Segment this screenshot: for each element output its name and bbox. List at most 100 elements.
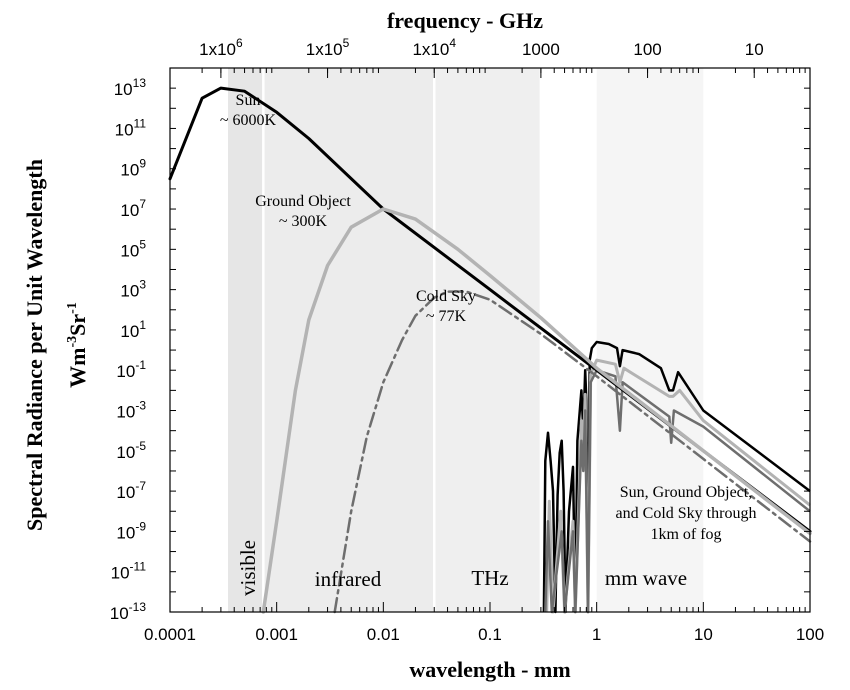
y-tick-label: 10-11 [111,560,147,583]
series-label-line: Ground Object [255,193,351,210]
freq-tick-label: 1000 [522,40,560,59]
y-tick-base: 10 [111,564,130,583]
freq-tick-label: 100 [633,40,661,59]
series-label-line: Sun [236,92,261,109]
y-tick-exponent: -11 [130,560,147,574]
y-tick-label: 1011 [115,116,147,139]
y-tick-exponent: 7 [139,197,146,211]
y-tick-base: 10 [120,282,139,301]
y-tick-label: 10-7 [116,479,146,502]
freq-tick-base: 1000 [522,40,560,59]
series-line-2 [333,290,812,614]
y-tick-base: 10 [116,443,135,462]
band-shading-layer [228,68,704,612]
x-axis: 0.0001 0.001 0.01 0.1 1 10 100 [144,602,824,644]
y-tick-exponent: -13 [129,600,147,614]
y-tick-label: 10-5 [116,439,146,462]
frequency-axis-title: frequency - GHz [387,8,543,33]
y-tick-base: 10 [116,362,135,381]
series-layer [168,86,812,614]
freq-tick-base: 10 [745,40,764,59]
y-tick-label: 107 [120,197,146,220]
fog-annotation-line: Sun, Ground Object, [620,484,752,501]
y-tick-exponent: -3 [135,399,146,413]
y-axis: 1013101110910710510310110-110-310-510-71… [110,67,810,623]
y-tick-label: 10-13 [110,600,147,623]
series-label-0: Sun ~ 6000K [220,92,277,129]
y-tick-exponent: -7 [135,479,146,493]
freq-tick-base: 1x10 [412,40,449,59]
frequency-axis: 1x106 1x105 1x104 1000 100 10 [199,36,806,78]
freq-tick-label: 1x105 [306,36,350,59]
y-tick-label: 109 [120,157,146,180]
series-label-line: Cold Sky [416,288,476,305]
y-tick-label: 10-9 [116,519,146,542]
freq-tick-label: 10 [745,40,764,59]
y-axis-title-line1: Spectral Radiance per Unit Wavelength [22,159,47,531]
y-tick-base: 10 [115,120,134,139]
annotation-layer: visible infrared THz mm wave Sun ~ 6000K Groun… [220,92,757,596]
fog-annotation-line: and Cold Sky through [616,505,757,522]
freq-tick-base: 100 [633,40,661,59]
series-label-line: ~ 6000K [220,112,277,129]
x-tick-label: 0.001 [255,625,298,644]
band-2 [434,68,541,612]
y-tick-base: 10 [120,322,139,341]
freq-tick-label: 1x106 [199,36,243,59]
y-tick-base: 10 [120,201,139,220]
y-tick-base: 10 [114,80,133,99]
fog-annotation-line: 1km of fog [650,526,721,543]
y-axis-unit-sup2: -1 [65,302,80,314]
band-0 [228,68,264,612]
y-axis-unit-sup1: -3 [65,336,80,348]
y-tick-base: 10 [120,241,139,260]
x-tick-label: 0.1 [478,625,502,644]
y-tick-exponent: 5 [139,237,146,251]
band-label-2: THz [471,566,508,590]
y-tick-label: 10-3 [116,399,146,422]
freq-tick-exponent: 6 [236,36,243,50]
y-tick-exponent: -1 [135,358,146,372]
freq-tick-base: 1x10 [306,40,343,59]
series-label-line: ~ 77K [426,308,467,325]
y-tick-label: 105 [120,237,146,260]
band-3 [596,68,704,612]
freq-tick-base: 1x10 [199,40,236,59]
series-label-2: Cold Sky ~ 77K [416,288,476,325]
y-axis-title-line2: Wm-3Sr-1 [65,302,90,388]
y-axis-unit-sr: Sr [65,314,90,336]
x-tick-label: 0.01 [367,625,400,644]
y-tick-exponent: -9 [135,519,146,533]
x-tick-label: 1 [592,625,601,644]
x-tick-label: 0.0001 [144,625,196,644]
fog-annotation: Sun, Ground Object, and Cold Sky through 1… [616,484,757,543]
y-tick-exponent: 11 [134,116,147,130]
freq-tick-exponent: 5 [343,36,350,50]
y-tick-label: 1013 [114,76,147,99]
band-label-3: mm wave [605,566,687,590]
y-tick-exponent: 1 [139,318,146,332]
y-tick-exponent: 9 [139,157,146,171]
x-tick-label: 10 [694,625,713,644]
y-axis-title: Spectral Radiance per Unit Wavelength Wm… [22,159,90,531]
y-tick-base: 10 [120,161,139,180]
x-axis-title: wavelength - mm [409,657,570,682]
y-tick-base: 10 [110,604,129,623]
series-label-line: ~ 300K [279,213,328,230]
series-line-1 [261,207,812,614]
y-tick-label: 101 [120,318,146,341]
band-label-1: infrared [315,567,382,591]
y-tick-base: 10 [116,483,135,502]
freq-tick-exponent: 4 [449,36,456,50]
y-tick-exponent: -5 [135,439,146,453]
y-tick-base: 10 [116,403,135,422]
y-tick-label: 103 [120,278,146,301]
y-tick-base: 10 [116,523,135,542]
y-axis-unit-wm: Wm [65,348,90,388]
series-label-1: Ground Object ~ 300K [255,193,351,230]
y-tick-label: 10-1 [116,358,146,381]
band-label-0: visible [236,540,260,596]
y-tick-exponent: 3 [139,278,146,292]
y-tick-exponent: 13 [133,76,147,90]
